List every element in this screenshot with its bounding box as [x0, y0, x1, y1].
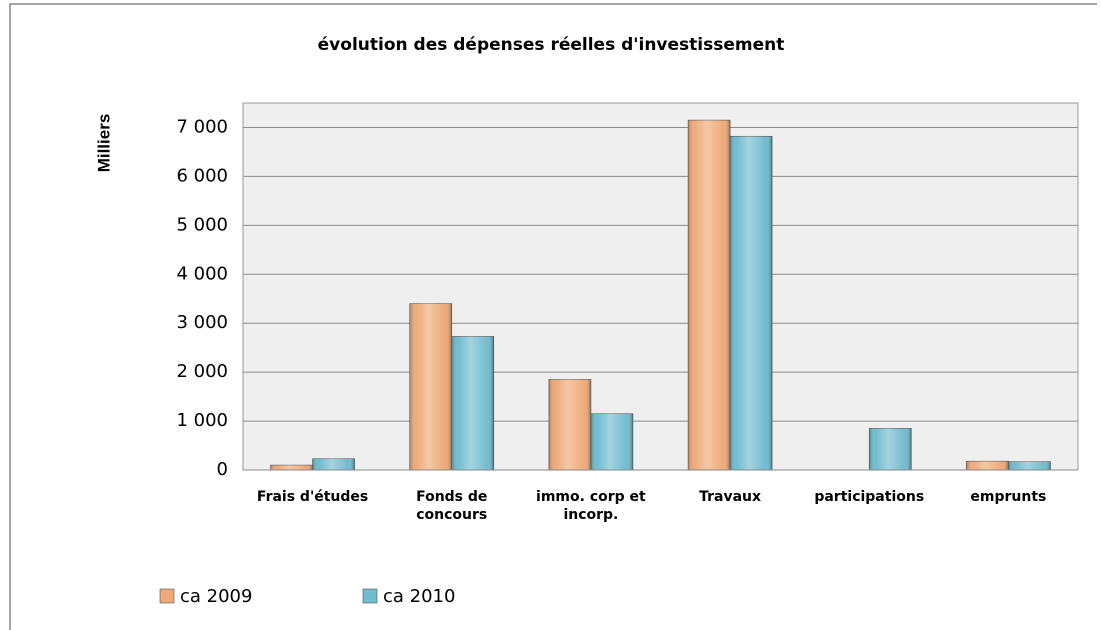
x-tick-label: immo. corp et incorp.	[536, 489, 646, 523]
bar-highlight	[270, 465, 313, 470]
x-tick-label: participations	[814, 489, 925, 505]
y-tick-label: 2 000	[176, 361, 228, 382]
chart-frame	[9, 3, 1097, 630]
y-tick-label: 3 000	[176, 312, 228, 333]
x-tick-label: Travaux	[699, 489, 762, 505]
y-tick-label: 5 000	[176, 214, 228, 235]
bar-highlight	[409, 303, 452, 470]
bar-highlight	[966, 461, 1009, 470]
x-tick-label: Fonds de concours	[416, 489, 488, 523]
legend-swatch	[362, 588, 378, 604]
bar-highlight	[451, 336, 494, 470]
bar-highlight	[730, 136, 773, 471]
bar-highlight	[590, 413, 633, 470]
y-tick-label: 7 000	[176, 116, 228, 137]
y-tick-label: 6 000	[176, 165, 228, 186]
y-axis-label: Milliers	[94, 114, 113, 173]
legend-label: ca 2009	[180, 586, 252, 607]
x-tick-label: Frais d'études	[256, 489, 369, 505]
y-tick-label: 1 000	[176, 410, 228, 431]
bar-highlight	[688, 120, 731, 471]
bar-highlight	[312, 458, 355, 470]
legend-label: ca 2010	[383, 586, 455, 607]
plot-area	[242, 102, 1079, 471]
bar-highlight	[1008, 461, 1051, 470]
chart-title: évolution des dépenses réelles d'investi…	[318, 35, 785, 55]
bar-highlight	[548, 379, 591, 470]
legend-swatch	[159, 588, 175, 604]
x-tick-label: emprunts	[970, 489, 1047, 505]
bar-highlight	[869, 428, 912, 470]
y-tick-label: 0	[217, 459, 228, 480]
y-tick-label: 4 000	[176, 263, 228, 284]
